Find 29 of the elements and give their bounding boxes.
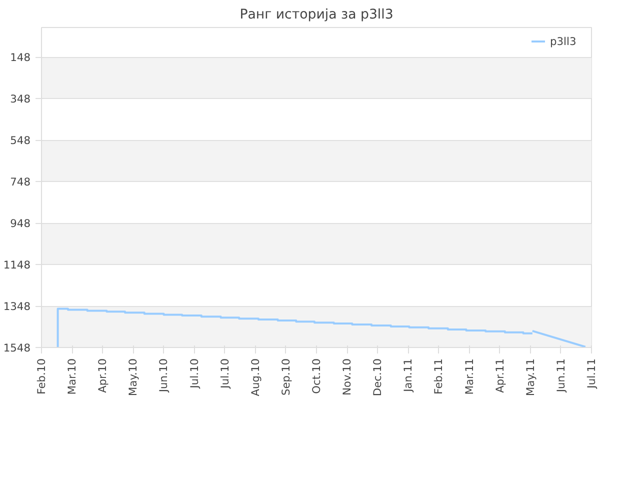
- x-tick-label: May.10: [126, 358, 140, 396]
- y-tick-label: 748: [10, 176, 31, 189]
- x-tick-label: Jul.10: [218, 358, 232, 390]
- x-tick-label: Mar.10: [66, 358, 79, 395]
- x-tick-label: May.11: [524, 358, 537, 396]
- y-tick-label: 148: [10, 51, 31, 64]
- x-tick-label: Oct.10: [310, 358, 323, 394]
- x-tick-label: Dec.10: [371, 358, 384, 396]
- y-tick-label: 1148: [3, 258, 31, 272]
- x-tick-label: Jul.11: [585, 358, 598, 390]
- y-tick-label: 948: [10, 217, 31, 230]
- legend-label: p3ll3: [550, 34, 576, 48]
- x-tick-label: Feb.11: [432, 358, 446, 394]
- chart-title: Ранг историја за p3ll3: [240, 8, 394, 22]
- y-tick-label: 348: [10, 92, 31, 106]
- x-tick-label: Nov.10: [340, 358, 354, 396]
- x-tick-label: Feb.10: [35, 358, 48, 394]
- x-tick-label: Mar.11: [462, 358, 476, 395]
- y-tick-label: 1348: [3, 300, 31, 314]
- x-tick-label: Apr.10: [96, 358, 110, 393]
- x-tick-label: Apr.11: [493, 358, 506, 393]
- y-tick-label: 548: [10, 134, 31, 148]
- y-tick-label: 1548: [3, 342, 31, 354]
- x-tick-label: Jan.11: [402, 358, 415, 393]
- x-tick-label: Jul.10: [188, 358, 201, 390]
- x-tick-label: Jun.10: [157, 358, 170, 394]
- x-tick-label: Jun.11: [554, 358, 568, 394]
- x-tick-label: Aug.10: [248, 358, 262, 396]
- x-tick-label: Sep.10: [279, 358, 292, 396]
